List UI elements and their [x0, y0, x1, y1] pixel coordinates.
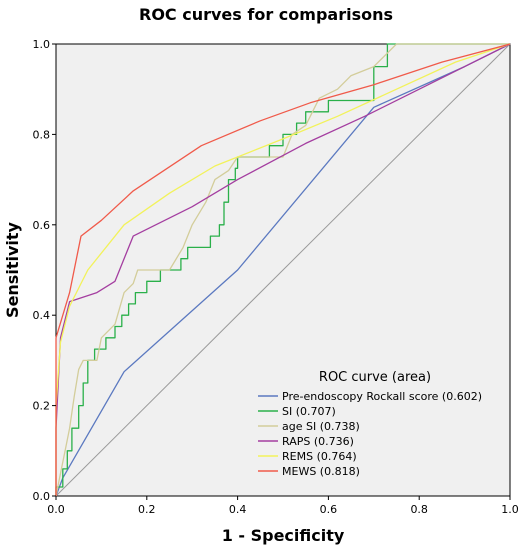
legend-label-3: RAPS (0.736) [282, 435, 354, 448]
y-tick-label: 0.4 [33, 309, 51, 322]
x-tick-label: 1.0 [501, 503, 519, 516]
chart-title: ROC curves for comparisons [139, 5, 393, 24]
legend-label-1: SI (0.707) [282, 405, 336, 418]
reference-diagonal-line [55, 43, 511, 497]
y-tick-label: 1.0 [33, 38, 51, 51]
series-line-5 [55, 43, 511, 496]
legend-label-0: Pre-endoscopy Rockall score (0.602) [282, 390, 482, 403]
y-tick-label: 0.6 [33, 219, 51, 232]
x-tick-label: 0.4 [229, 503, 247, 516]
y-tick-label: 0.2 [33, 400, 51, 413]
x-tick-label: 0.8 [410, 503, 428, 516]
legend-label-2: age SI (0.738) [282, 420, 360, 433]
legend-title: ROC curve (area) [319, 370, 431, 385]
x-tick-label: 0.6 [320, 503, 338, 516]
x-axis-label: 1 - Specificity [222, 526, 345, 545]
series-line-2 [55, 43, 510, 497]
y-tick-label: 0.8 [33, 128, 51, 141]
y-tick-label: 0.0 [33, 490, 51, 503]
series-line-1 [55, 43, 510, 496]
series-line-3 [55, 43, 511, 496]
series-line-4 [55, 43, 511, 496]
x-tick-label: 0.0 [47, 503, 65, 516]
x-tick-label: 0.2 [138, 503, 156, 516]
legend-label-5: MEWS (0.818) [282, 465, 360, 478]
y-axis-label: Sensitivity [3, 221, 22, 317]
legend-label-4: REMS (0.764) [282, 450, 357, 463]
